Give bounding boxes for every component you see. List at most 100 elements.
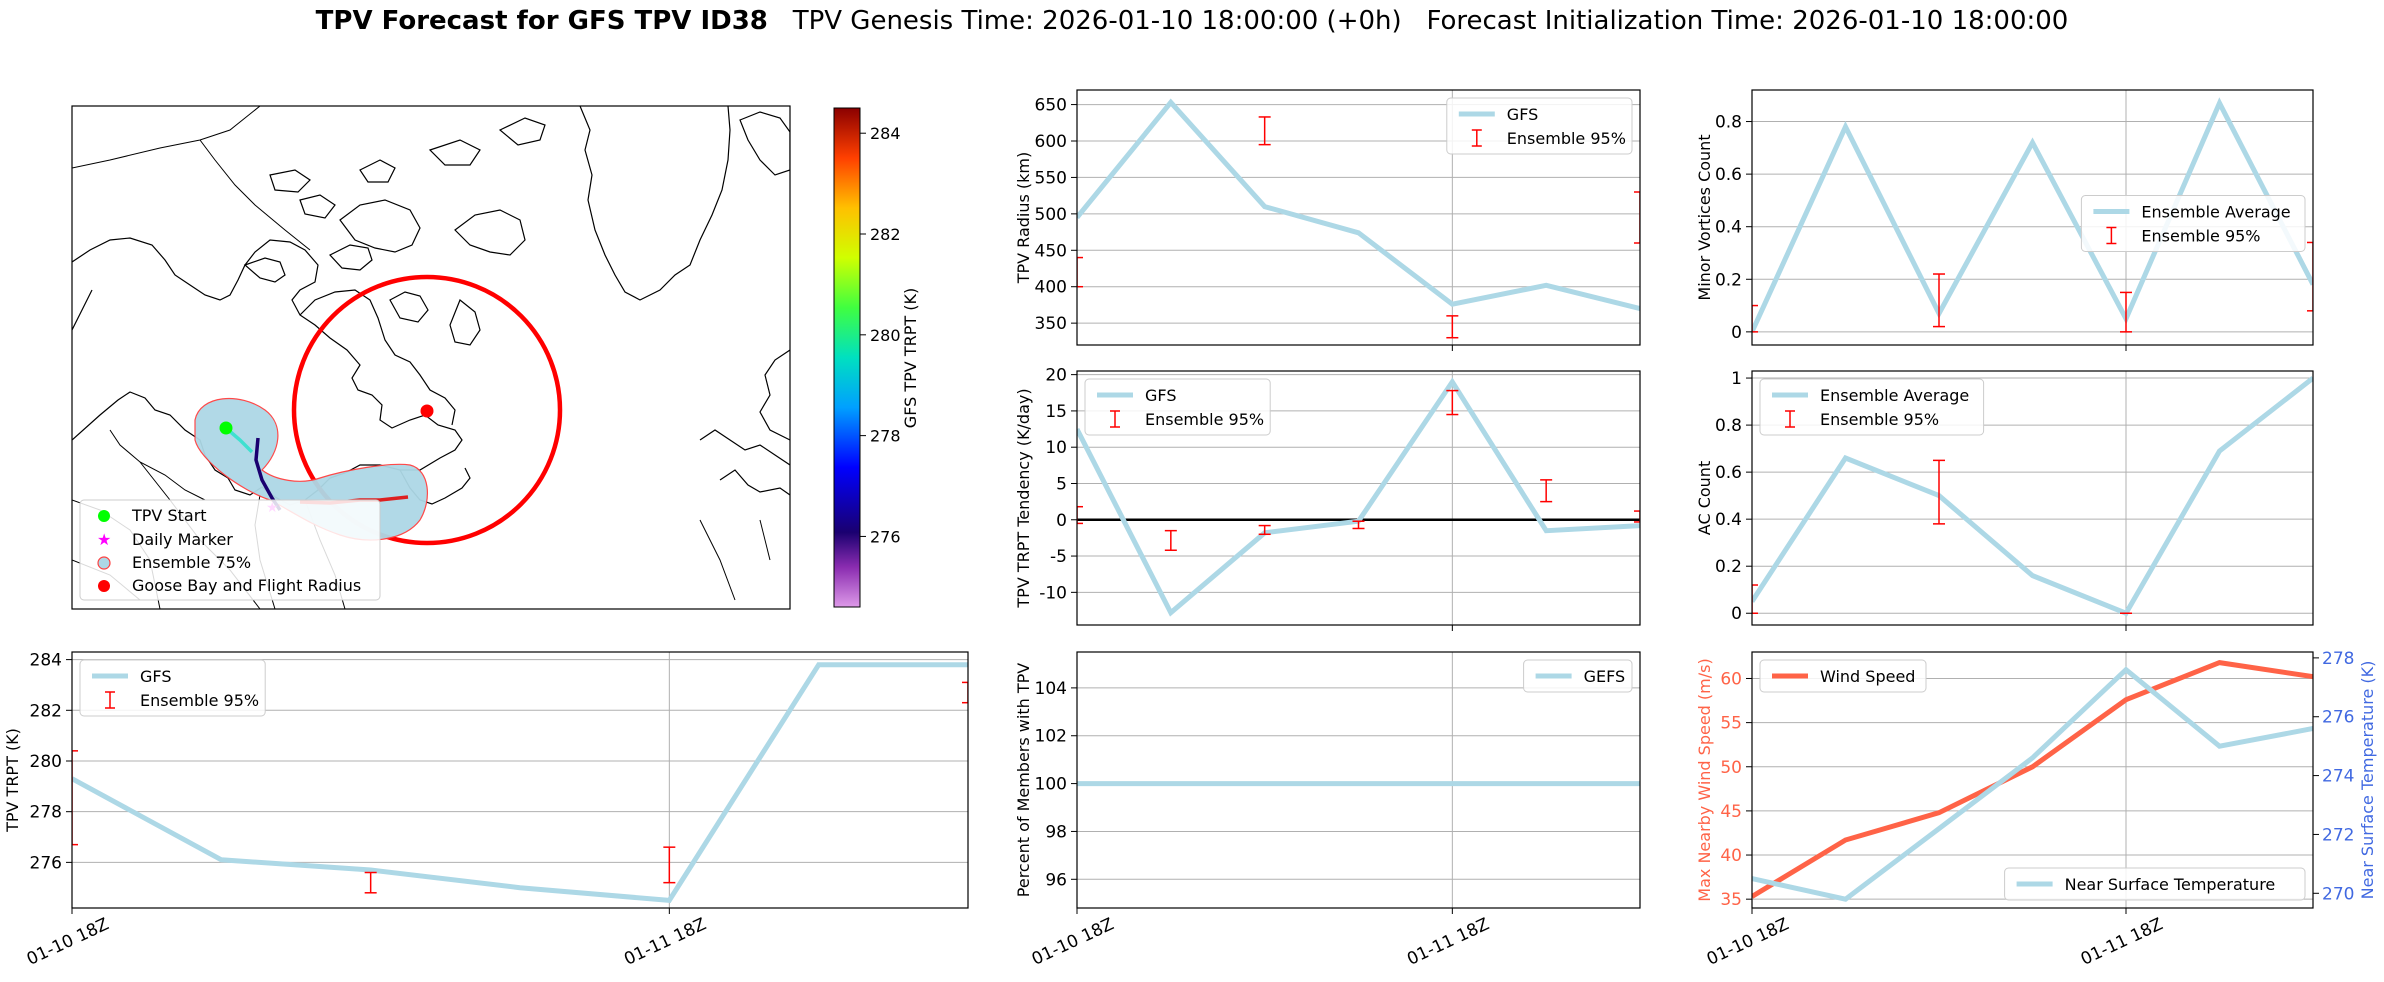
y-tick-label: 282	[30, 701, 62, 721]
colorbar-label: GFS TPV TRPT (K)	[901, 288, 920, 428]
y-tick-label: 450	[1035, 241, 1067, 261]
legend: GEFS	[1523, 659, 1633, 693]
legend: GFS Ensemble 95%	[1446, 97, 1633, 155]
plot-content	[1752, 376, 2313, 617]
plot-frame	[1751, 89, 2314, 346]
colorbar-tick-label: 276	[870, 527, 901, 546]
ensemble-errorbar	[1933, 273, 1945, 328]
y-axis-label: Percent of Members with TPV	[1014, 663, 1033, 897]
legend-box	[1523, 659, 1633, 693]
plot-frame	[1076, 370, 1641, 626]
y-tick-label: 0.4	[1715, 510, 1742, 530]
y-right-tick-label: 276	[2322, 708, 2354, 728]
y-tick-label: 104	[1035, 679, 1067, 699]
colorbar-gradient	[833, 107, 861, 608]
y-tick-label: 50	[1720, 758, 1742, 778]
y-tick-label: 0.6	[1715, 165, 1742, 185]
goose-bay-marker	[420, 404, 434, 418]
y-tick-label: 98	[1045, 822, 1067, 842]
plot-frame	[1751, 651, 2314, 909]
y-axis-label: TPV Radius (km)	[1014, 152, 1033, 285]
y-tick-label: 15	[1045, 402, 1067, 422]
series-line-ensemble-average	[1752, 97, 2313, 333]
legend: Near Surface Temperature	[2004, 867, 2306, 901]
y-tick-label: 60	[1720, 669, 1742, 689]
colorbar-tick-label: 284	[870, 124, 901, 143]
legend-box	[1759, 659, 1927, 693]
ensemble-errorbar	[72, 750, 78, 846]
y-tick-label: 400	[1035, 278, 1067, 298]
map-panel: ★ TPV Start ★ Daily Marker Ensemble 75% …	[71, 105, 920, 610]
plot-frame	[1751, 370, 2314, 626]
y-tick-label: 102	[1035, 727, 1067, 747]
y-tick-label: 1	[1731, 369, 1742, 389]
plot-frame	[1076, 89, 1641, 346]
y-axis-label: TPV TRPT Tendency (K/day)	[1014, 388, 1033, 608]
legend: Ensemble Average Ensemble 95%	[1759, 378, 1985, 436]
y-right-tick-label: 278	[2322, 649, 2354, 669]
legend-label: GEFS	[1584, 667, 1626, 686]
ensemble-errorbar	[1540, 479, 1553, 503]
plot-content	[1752, 97, 2313, 333]
ensemble-errorbar	[1752, 304, 1758, 333]
legend-daily-marker-icon: ★	[97, 530, 111, 549]
y-tick-label: 0.2	[1715, 270, 1742, 290]
legend-ensemble-75: Ensemble 75%	[132, 553, 251, 572]
x-tick-label: 01-11 18Z	[621, 914, 709, 969]
legend-box	[1759, 378, 1985, 436]
ensemble-errorbar	[1446, 315, 1459, 339]
y-tick-label: 20	[1045, 366, 1067, 386]
y-tick-label: 350	[1035, 314, 1067, 334]
y-tick-label: 0	[1056, 511, 1067, 531]
x-tick-label: 01-10 18Z	[1704, 914, 1792, 969]
plot-content	[1752, 660, 2313, 902]
y-tick-label: 280	[30, 752, 62, 772]
ensemble-errorbar	[1352, 520, 1365, 530]
legend: Ensemble Average Ensemble 95%	[2080, 195, 2306, 252]
y-tick-label: 45	[1720, 802, 1742, 822]
y-tick-label: -5	[1050, 547, 1067, 567]
y-tick-label: 10	[1045, 438, 1067, 458]
plot-frame	[71, 651, 969, 909]
legend-tpv-start-icon	[98, 510, 110, 522]
y-right-axis-label: Near Surface Temperature (K)	[2358, 661, 2377, 900]
y-tick-label: 278	[30, 803, 62, 823]
y-axis-label: Minor Vortices Count	[1695, 134, 1714, 300]
title-tpv-id: TPV Forecast for GFS TPV ID38	[315, 6, 768, 36]
ensemble-errorbar	[2120, 291, 2132, 333]
chart-trpt: 276 278 280 282 284 TPV TRPT (K) 01-10 18Z 01-1…	[3, 651, 969, 970]
legend: GFS Ensemble 95%	[79, 659, 266, 717]
y-axis-label: TPV TRPT (K)	[3, 728, 22, 833]
legend: Wind Speed	[1759, 659, 1927, 693]
y-tick-label: 96	[1045, 870, 1067, 890]
legend-label: Ensemble 95%	[1145, 410, 1264, 429]
series-line-gfs	[72, 662, 968, 904]
ensemble-errorbar	[364, 871, 377, 894]
chart-wind_temp: 35 40 45 50 55 60 Max Nearby Wind Speed (m/s) 2…	[1695, 649, 2377, 970]
ensemble-errorbar	[1933, 459, 1945, 525]
ensemble-errorbar	[1258, 524, 1271, 536]
legend-box	[2004, 867, 2306, 901]
legend-box	[2080, 195, 2306, 252]
y-right-tick-label: 272	[2322, 825, 2354, 845]
ensemble-errorbar	[1446, 389, 1459, 416]
plot-content	[1077, 98, 1640, 339]
map-legend: TPV Start ★ Daily Marker Ensemble 75% Go…	[79, 499, 381, 601]
y-right-tick-label: 274	[2322, 767, 2354, 787]
plot-content	[72, 662, 968, 904]
colorbar-tick-label: 278	[870, 427, 901, 446]
series-line-near-surface-temperature	[1752, 666, 2313, 902]
goose-bay-flight-radius	[291, 274, 563, 546]
y-tick-label: -10	[1039, 583, 1067, 603]
x-tick-label: 01-10 18Z	[24, 914, 112, 969]
map-coastlines	[72, 106, 790, 506]
legend-ensemble-75-icon	[97, 556, 111, 570]
series-line-ensemble-average	[1752, 376, 2313, 617]
series-line-gfs	[1077, 98, 1640, 312]
legend-label: Ensemble Average	[1820, 386, 1969, 405]
y-right-tick-label: 270	[2322, 884, 2354, 904]
y-tick-label: 600	[1035, 132, 1067, 152]
legend-label: GFS	[140, 667, 171, 686]
